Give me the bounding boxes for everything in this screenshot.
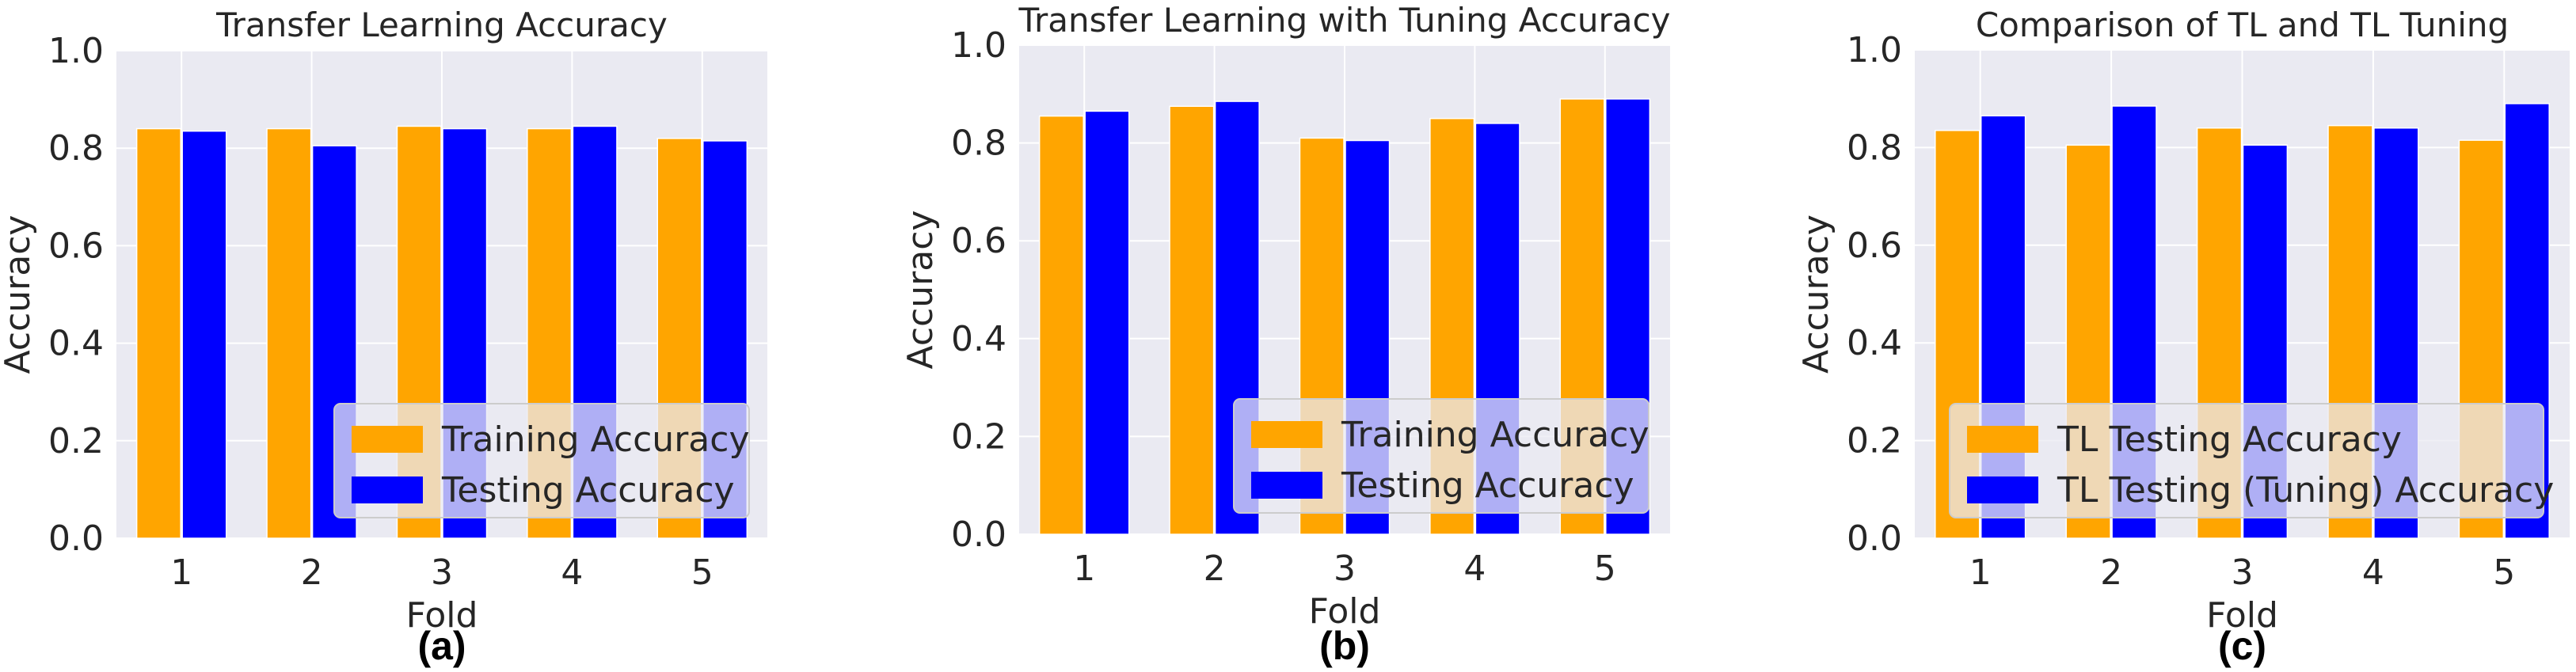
x-tick-label: 3 <box>1334 549 1356 589</box>
chart-title: Transfer Learning with Tuning Accuracy <box>1018 1 1671 40</box>
chart-title: Transfer Learning Accuracy <box>215 6 668 44</box>
x-tick-label: 4 <box>561 552 583 593</box>
y-tick-label: 0.6 <box>1847 226 1902 266</box>
x-tick-label: 3 <box>2232 552 2254 593</box>
bar-blue-fold-1 <box>181 130 227 539</box>
y-tick-label: 0.4 <box>48 324 104 364</box>
legend-swatch-orange <box>1967 426 2038 453</box>
panel-label: (c) <box>2218 624 2266 668</box>
legend-label: Training Accuracy <box>441 420 749 460</box>
bar-orange-fold-1 <box>135 127 181 539</box>
panel-label: (b) <box>1319 624 1370 668</box>
x-tick-label: 1 <box>1073 549 1095 589</box>
x-tick-label: 2 <box>1204 549 1226 589</box>
y-tick-label: 0.2 <box>951 416 1006 457</box>
chart-panel-b: 0.0 0.2 0.4 0.6 0.8 1.0 1 2 3 4 5 Transfer Learning… <box>900 1 1670 668</box>
legend: Training Accuracy Testing Accuracy <box>1233 398 1649 514</box>
x-tick-label: 1 <box>1969 552 1992 593</box>
legend: Training Accuracy Testing Accuracy <box>333 403 750 518</box>
y-tick-label: 0.2 <box>48 421 104 461</box>
legend-label: Training Accuracy <box>1341 415 1649 455</box>
y-tick-label: 0.0 <box>951 514 1006 555</box>
y-tick-label: 0.8 <box>951 123 1006 164</box>
y-axis-label: Accuracy <box>0 215 38 374</box>
x-tick-label: 4 <box>1463 549 1486 589</box>
x-tick-label: 1 <box>170 552 192 593</box>
legend-swatch-orange <box>352 426 423 453</box>
legend-box <box>1233 398 1649 514</box>
y-tick-label: 0.4 <box>951 319 1006 359</box>
x-tick-label: 5 <box>2493 552 2515 593</box>
y-axis-label: Accuracy <box>900 211 941 370</box>
legend-label: TL Testing (Tuning) Accuracy <box>2057 470 2554 511</box>
x-tick-label: 5 <box>1594 549 1616 589</box>
chart-panel-a: 0.0 0.2 0.4 0.6 0.8 1.0 1 2 3 4 5 Transfer Learning… <box>0 6 767 668</box>
legend-swatch-orange <box>1251 421 1322 448</box>
legend-box <box>333 403 750 518</box>
legend-label: Testing Accuracy <box>1341 465 1634 506</box>
legend-label: Testing Accuracy <box>441 470 735 511</box>
x-tick-label: 3 <box>431 552 453 593</box>
y-tick-label: 0.6 <box>48 226 104 266</box>
y-tick-label: 0.8 <box>48 128 104 169</box>
chart-title: Comparison of TL and TL Tuning <box>1976 6 2509 44</box>
y-axis-label: Accuracy <box>1796 215 1836 374</box>
panel-label: (a) <box>417 624 466 668</box>
y-tick-label: 0.0 <box>48 518 104 559</box>
legend-label: TL Testing Accuracy <box>2057 420 2402 460</box>
x-tick-label: 5 <box>691 552 713 593</box>
legend-swatch-blue <box>1967 476 2038 503</box>
y-tick-label: 1.0 <box>48 31 104 71</box>
chart-panel-c: 0.0 0.2 0.4 0.6 0.8 1.0 1 2 3 4 5 Comparison of TL … <box>1796 6 2570 668</box>
x-axis-label: Fold <box>406 595 478 636</box>
legend: TL Testing Accuracy TL Testing (Tuning) A… <box>1949 403 2554 518</box>
y-tick-label: 1.0 <box>1847 30 1902 70</box>
legend-box <box>1949 403 2544 518</box>
legend-swatch-blue <box>352 476 423 503</box>
x-tick-label: 2 <box>301 552 323 593</box>
y-tick-label: 0.8 <box>1847 127 1902 168</box>
x-tick-label: 4 <box>2362 552 2384 593</box>
legend-swatch-blue <box>1251 472 1322 499</box>
y-tick-label: 1.0 <box>951 25 1006 66</box>
bar-blue-fold-1 <box>1084 110 1130 535</box>
x-tick-label: 2 <box>2100 552 2122 593</box>
bar-orange-fold-2 <box>1169 105 1215 535</box>
bar-orange-fold-2 <box>266 127 312 539</box>
y-tick-label: 0.2 <box>1847 421 1902 461</box>
x-axis-label: Fold <box>2206 595 2278 636</box>
bar-orange-fold-1 <box>1038 115 1084 535</box>
y-tick-label: 0.6 <box>951 221 1006 261</box>
x-axis-label: Fold <box>1309 591 1381 632</box>
y-tick-label: 0.4 <box>1847 323 1902 363</box>
y-tick-label: 0.0 <box>1847 518 1902 559</box>
